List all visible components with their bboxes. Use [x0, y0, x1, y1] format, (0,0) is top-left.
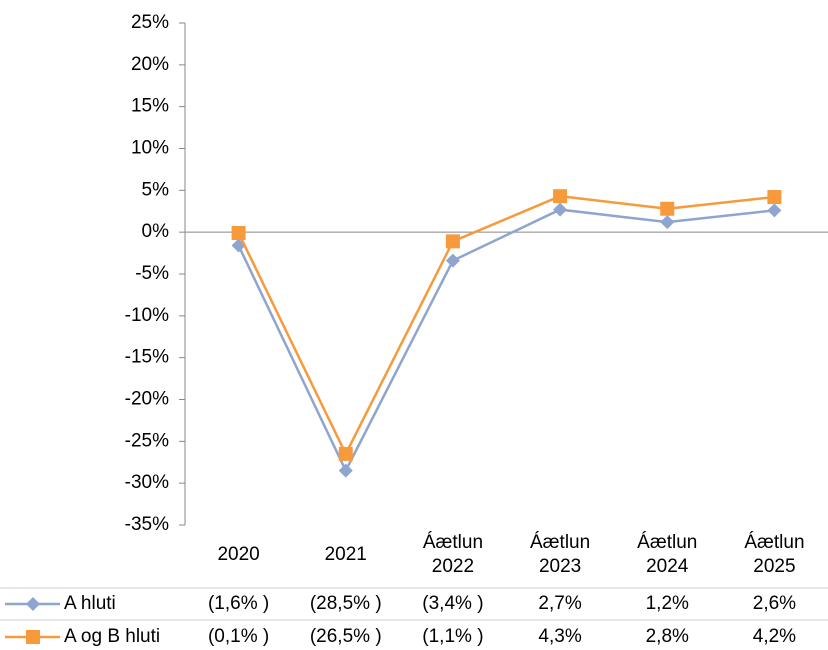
point: [445, 253, 460, 268]
y-tick-label: 20%: [131, 54, 169, 75]
x-tick-label: Áætlun 2023: [530, 532, 590, 577]
y-tick-label: 0%: [142, 221, 170, 242]
x-tick-label: Áætlun 2025: [744, 532, 804, 577]
x-tick-label: Áætlun 2024: [637, 532, 697, 577]
legend-label: A og B hluti: [64, 626, 160, 647]
table-value: 2,8%: [646, 626, 689, 647]
line: [237, 208, 775, 474]
table-value: 2,7%: [538, 593, 581, 614]
point: [553, 189, 568, 204]
legend-marker: [26, 597, 40, 611]
x-tick-label: 2020: [217, 544, 259, 565]
x-tick-label: Áætlun 2022: [423, 532, 483, 577]
y-tick-label: -30%: [125, 472, 169, 493]
series: [231, 202, 782, 478]
y-tick-label: -20%: [125, 389, 169, 410]
x-tick-label: 2021: [325, 544, 367, 565]
y-tick-label: 10%: [131, 138, 169, 159]
point: [338, 463, 353, 478]
point: [445, 234, 460, 249]
point: [553, 202, 568, 217]
legend-marker: [26, 630, 40, 644]
y-tick-label: -15%: [125, 347, 169, 368]
point: [338, 446, 353, 461]
y-tick-label: 25%: [131, 12, 169, 33]
table-value: 1,2%: [646, 593, 689, 614]
y-tick-label: -5%: [135, 263, 169, 284]
table-value: (0,1% ): [208, 626, 269, 647]
table-value: (28,5% ): [310, 593, 382, 614]
y-tick-label: 5%: [142, 179, 170, 200]
y-tick-label: -35%: [125, 514, 169, 535]
table-value: (1,1% ): [422, 626, 483, 647]
y-tick-label: 15%: [131, 96, 169, 117]
series: [231, 189, 782, 461]
point: [767, 203, 782, 218]
table-value: 4,2%: [753, 626, 796, 647]
table-value: (3,4% ): [422, 593, 483, 614]
legend-label: A hluti: [64, 593, 116, 614]
line: [237, 194, 775, 457]
point: [767, 190, 782, 205]
table-value: 2,6%: [753, 593, 796, 614]
y-tick-label: -10%: [125, 305, 169, 326]
point: [231, 226, 246, 241]
table-value: (1,6% ): [208, 593, 269, 614]
table-value: 4,3%: [538, 626, 581, 647]
point: [660, 201, 675, 216]
point: [660, 215, 675, 230]
table-value: (26,5% ): [310, 626, 382, 647]
y-tick-label: -25%: [125, 430, 169, 451]
